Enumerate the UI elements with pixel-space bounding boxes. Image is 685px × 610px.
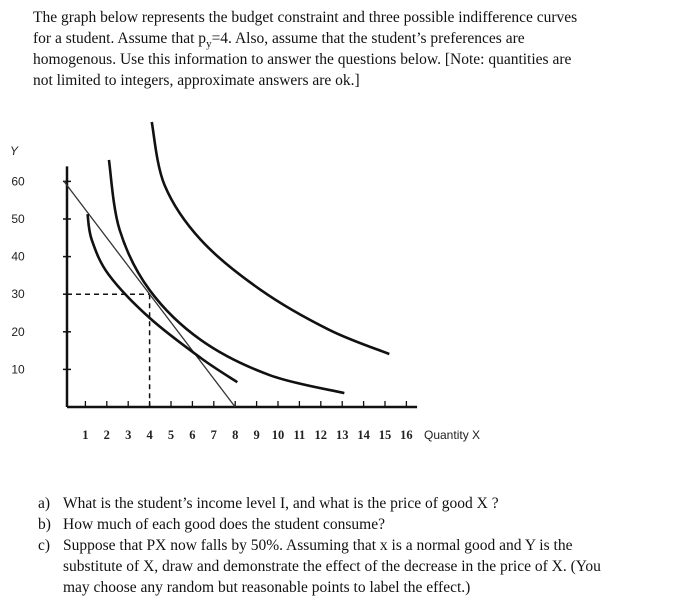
x-tick-label: 4: [146, 428, 153, 442]
x-tick-label: 15: [379, 428, 392, 442]
y-tick-label: 10: [11, 362, 25, 376]
x-tick-label: 3: [125, 428, 131, 442]
subscript: y: [206, 38, 212, 50]
x-tick-label: 13: [336, 428, 349, 442]
x-tick-label: 8: [232, 428, 238, 442]
indifference-curve: [150, 121, 390, 356]
y-tick-label: 30: [11, 287, 25, 301]
intro-line: for a student. Assume that py=4. Also, a…: [33, 30, 525, 50]
x-axis-label: Quantity X: [424, 428, 480, 442]
intro-text: =4. Also, assume that the student’s pref…: [212, 30, 525, 47]
question-line: substitute of X, draw and demonstrate th…: [63, 558, 601, 575]
question-line: What is the student’s income level I, an…: [63, 495, 499, 512]
indifference-curve: [107, 159, 345, 395]
x-tick-label: 10: [272, 428, 285, 442]
question-marker: c): [38, 537, 50, 554]
x-tick-label: 5: [168, 428, 174, 442]
question-line: Suppose that PX now falls by 50%. Assumi…: [63, 537, 573, 554]
budget-line: [63, 181, 236, 408]
x-tick-label: 7: [211, 428, 217, 442]
y-tick-label: 50: [11, 212, 25, 226]
x-tick-label: 1: [82, 428, 88, 442]
y-tick-label: 20: [11, 325, 25, 339]
indifference-curve: [86, 213, 239, 384]
intro-text: for a student. Assume that p: [33, 30, 206, 47]
question-marker: b): [38, 516, 51, 533]
x-tick-label: 11: [293, 428, 305, 442]
intro-line: homogenous. Use this information to answ…: [33, 51, 571, 68]
intro-line: not limited to integers, approximate ans…: [33, 72, 360, 89]
x-tick-label: 6: [189, 428, 195, 442]
x-tick-label: 14: [357, 428, 370, 442]
x-tick-label: 16: [400, 428, 413, 442]
x-tick-label: 12: [315, 428, 328, 442]
question-line: How much of each good does the student c…: [63, 516, 385, 533]
y-tick-label: 60: [11, 174, 25, 188]
question-marker: a): [38, 495, 50, 512]
intro-line: The graph below represents the budget co…: [33, 9, 577, 26]
x-tick-label: 9: [253, 428, 259, 442]
question-line: may choose any random but reasonable poi…: [63, 579, 470, 596]
y-axis-label: Y: [10, 144, 19, 158]
y-tick-label: 40: [11, 250, 25, 264]
x-tick-label: 2: [104, 428, 110, 442]
